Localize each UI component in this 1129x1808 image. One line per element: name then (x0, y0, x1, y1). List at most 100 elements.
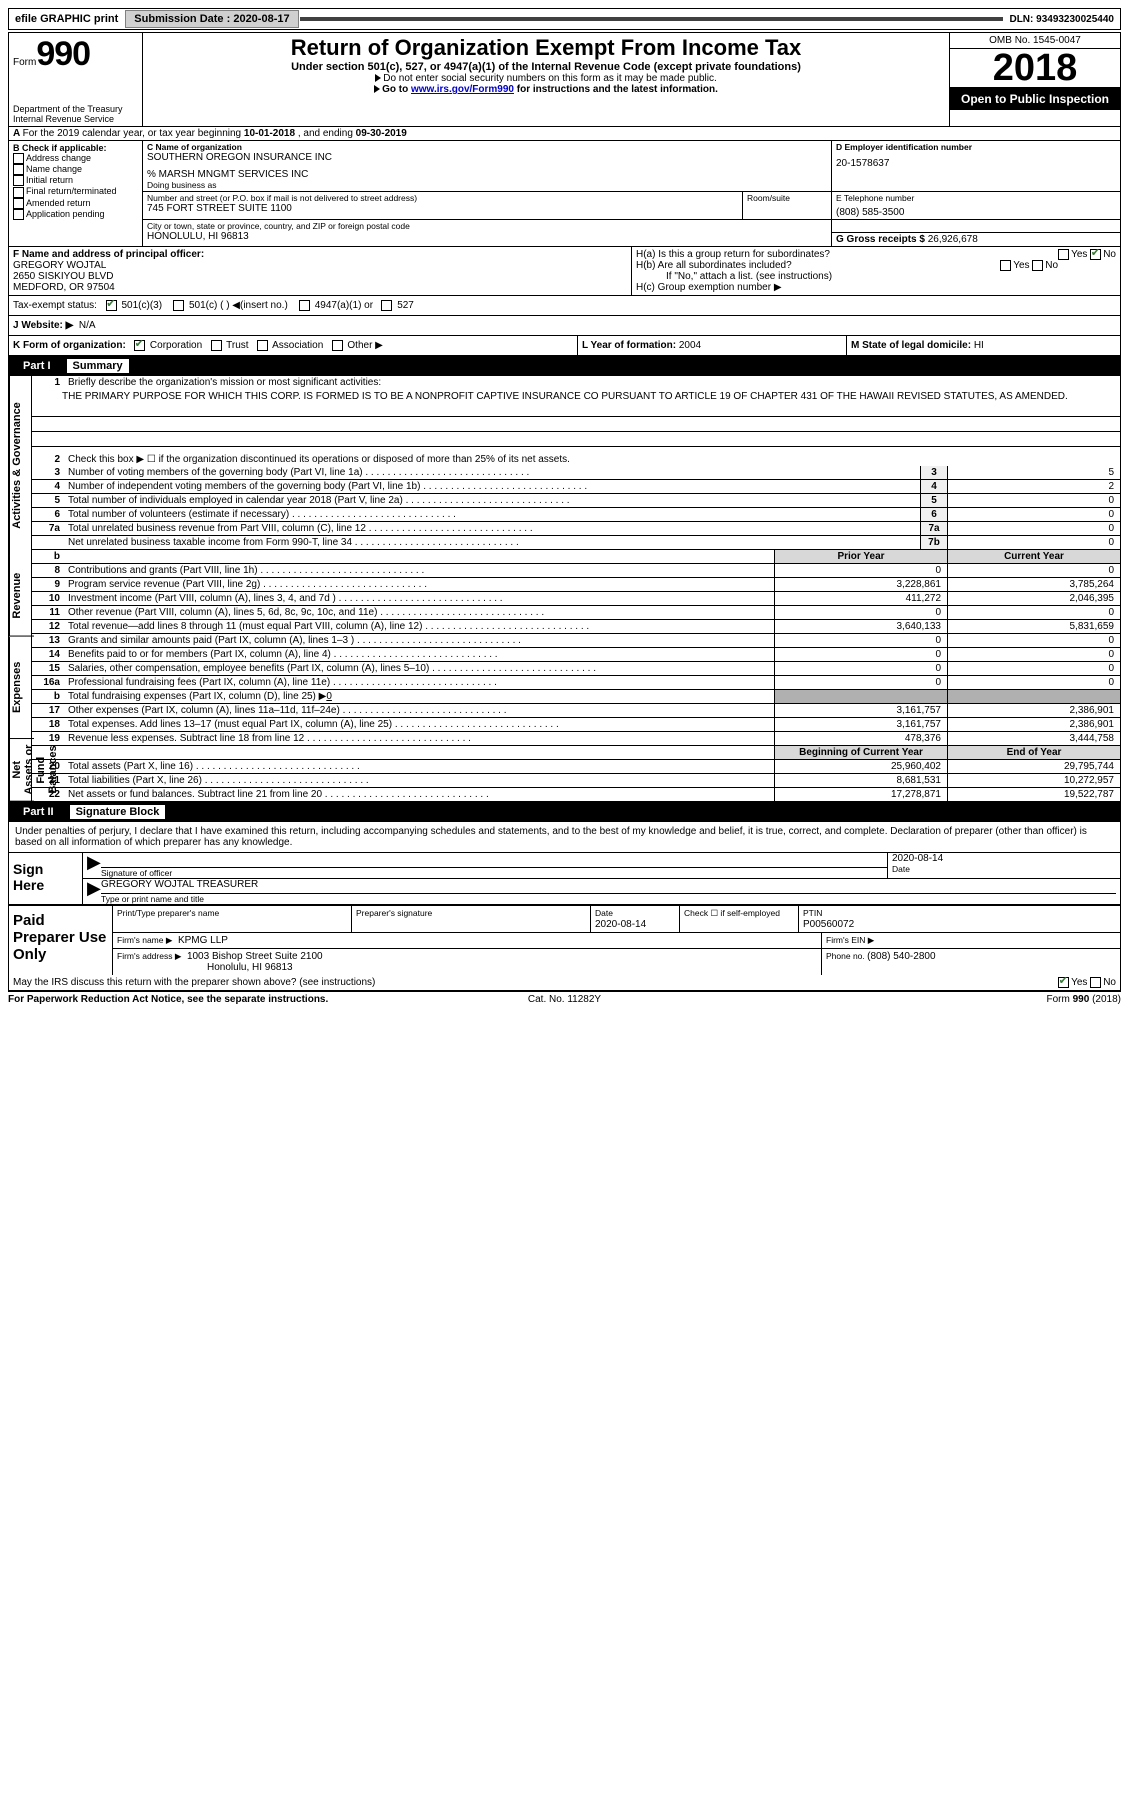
discuss-question: May the IRS discuss this return with the… (13, 977, 1058, 988)
chk-final-return[interactable]: Final return/terminated (13, 186, 138, 197)
block-activities: 1 Briefly describe the organization's mi… (32, 376, 1120, 550)
f-officer: F Name and address of principal officer:… (9, 247, 632, 295)
line-7b: Net unrelated business taxable income fr… (32, 536, 1120, 549)
paid-preparer-block: Paid Preparer Use Only Print/Type prepar… (9, 905, 1120, 975)
ha-yes-checkbox[interactable] (1058, 249, 1069, 260)
col-c-through-g: C Name of organization Southern Oregon I… (143, 141, 1120, 246)
row-j-website: J Website: ▶ N/A (9, 316, 1120, 336)
discuss-row: May the IRS discuss this return with the… (9, 975, 1120, 991)
name-title-field: GREGORY WOJTAL TREASURER Type or print n… (101, 879, 1116, 904)
f-label: F Name and address of principal officer: (13, 249, 627, 260)
ptin-field: PTINP00560072 (799, 906, 1120, 932)
form-number: Form990 (13, 35, 138, 74)
e-label: E Telephone number (836, 193, 1116, 203)
open-to-public: Open to Public Inspection (950, 88, 1120, 110)
discuss-no-checkbox[interactable] (1090, 977, 1101, 988)
chk-address-change[interactable]: Address change (13, 153, 138, 164)
chk-association[interactable] (257, 340, 268, 351)
submission-date-button[interactable]: Submission Date : 2020-08-17 (125, 10, 298, 28)
form-990: Form990 Department of the Treasury Inter… (8, 32, 1121, 992)
form-footer: Form 990 (2018) (750, 994, 1121, 1005)
c-name-block: C Name of organization Southern Oregon I… (143, 141, 832, 191)
chk-527[interactable] (381, 300, 392, 311)
row-c-d: C Name of organization Southern Oregon I… (143, 141, 1120, 192)
m-state-domicile: M State of legal domicile: HI (847, 336, 1120, 355)
triangle-icon (375, 74, 381, 82)
preparer-grid: Print/Type preparer's name Preparer's si… (112, 906, 1120, 975)
header-mid: Return of Organization Exempt From Incom… (143, 33, 949, 126)
officer-addr2: MEDFORD, OR 97504 (13, 282, 627, 293)
form-header: Form990 Department of the Treasury Inter… (9, 33, 1120, 127)
line-16a: 16a Professional fundraising fees (Part … (32, 676, 1120, 690)
chk-initial-return[interactable]: Initial return (13, 175, 138, 186)
penalty-statement: Under penalties of perjury, I declare th… (9, 822, 1120, 853)
row-i-tax-exempt: Tax-exempt status: 501(c)(3) 501(c) ( ) … (9, 296, 1120, 316)
block-expenses: 13 Grants and similar amounts paid (Part… (32, 634, 1120, 746)
e-phone-block: E Telephone number (808) 585-3500 (832, 192, 1120, 219)
preparer-name-field[interactable]: Print/Type preparer's name (113, 906, 352, 932)
line-2: 2 Check this box ▶ ☐ if the organization… (32, 447, 1120, 466)
chk-name-change[interactable]: Name change (13, 164, 138, 175)
line-12: 12 Total revenue—add lines 8 through 11 … (32, 620, 1120, 633)
line-14: 14 Benefits paid to or for members (Part… (32, 648, 1120, 662)
street-label: Number and street (or P.O. box if mail i… (147, 193, 738, 203)
line-20: 20 Total assets (Part X, line 16) 25,960… (32, 760, 1120, 774)
room-suite: Room/suite (743, 192, 831, 219)
chk-application-pending[interactable]: Application pending (13, 209, 138, 220)
hdr-begin-year: Beginning of Current Year (774, 746, 947, 759)
street-value: 745 FORT STREET SUITE 1100 (147, 203, 738, 214)
form-subtitle: Under section 501(c), 527, or 4947(a)(1)… (147, 61, 945, 73)
hb-yes-checkbox[interactable] (1000, 260, 1011, 271)
line-7a: 7a Total unrelated business revenue from… (32, 522, 1120, 536)
col-b-checkboxes: B Check if applicable: Address change Na… (9, 141, 143, 246)
l-year-formation: L Year of formation: 2004 (578, 336, 847, 355)
block-net-assets: Beginning of Current Year End of Year 20… (32, 746, 1120, 801)
signature-date-field: 2020-08-14 Date (887, 853, 1116, 878)
prep-row-2: Firm's name ▶ KPMG LLP Firm's EIN ▶ (113, 933, 1120, 949)
h-b: H(b) Are all subordinates included? Yes … (636, 260, 1116, 271)
chk-trust[interactable] (211, 340, 222, 351)
prep-row-3: Firm's address ▶ 1003 Bishop Street Suit… (113, 949, 1120, 975)
signature-officer-field[interactable]: Signature of officer (101, 853, 887, 878)
dba-label: Doing business as (147, 180, 827, 190)
g-gross-block: G Gross receipts $ 26,926,678 (832, 232, 1120, 246)
street-block: Number and street (or P.O. box if mail i… (143, 192, 743, 219)
side-labels: Activities & Governance Revenue Expenses… (9, 376, 32, 801)
side-revenue: Revenue (9, 556, 34, 637)
phone-value: (808) 585-3500 (836, 207, 1116, 218)
chk-501c3[interactable] (106, 300, 117, 311)
row-street-e: Number and street (or P.O. box if mail i… (143, 192, 1120, 220)
side-activities: Activities & Governance (9, 376, 34, 556)
firm-address: Firm's address ▶ 1003 Bishop Street Suit… (113, 949, 822, 975)
chk-other[interactable] (332, 340, 343, 351)
rev-header: b Prior Year Current Year (32, 550, 1120, 564)
tax-year: 2018 (950, 49, 1120, 88)
preparer-signature-field[interactable]: Preparer's signature (352, 906, 591, 932)
chk-amended-return[interactable]: Amended return (13, 198, 138, 209)
hdr-end-year: End of Year (947, 746, 1120, 759)
k-form-org: K Form of organization: Corporation Trus… (9, 336, 578, 355)
firm-phone: Phone no. (808) 540-2800 (822, 949, 1120, 975)
chk-501c[interactable] (173, 300, 184, 311)
hb-no-checkbox[interactable] (1032, 260, 1043, 271)
arrow-icon: ▶ (87, 879, 101, 904)
self-employed-check[interactable]: Check ☐ if self-employed (680, 906, 799, 932)
g-label: G Gross receipts $ (836, 234, 928, 245)
discuss-yes-checkbox[interactable] (1058, 977, 1069, 988)
row-f-h: F Name and address of principal officer:… (9, 247, 1120, 296)
paid-preparer-label: Paid Preparer Use Only (9, 906, 112, 975)
mission-blank-2 (32, 417, 1120, 432)
chk-corporation[interactable] (134, 340, 145, 351)
mission-blank-1 (32, 402, 1120, 417)
c-label: C Name of organization (147, 142, 827, 152)
city-value: HONOLULU, HI 96813 (147, 231, 827, 242)
h-a: H(a) Is this a group return for subordin… (636, 249, 1116, 260)
firm-ein: Firm's EIN ▶ (822, 933, 1120, 948)
line-13: 13 Grants and similar amounts paid (Part… (32, 634, 1120, 648)
dln-label: DLN: 93493230025440 (1003, 12, 1120, 27)
ha-no-checkbox[interactable] (1090, 249, 1101, 260)
chk-4947[interactable] (299, 300, 310, 311)
form990-link[interactable]: www.irs.gov/Form990 (411, 84, 514, 95)
org-name: Southern Oregon Insurance Inc (147, 152, 827, 163)
dept-label: Department of the Treasury Internal Reve… (13, 104, 138, 124)
